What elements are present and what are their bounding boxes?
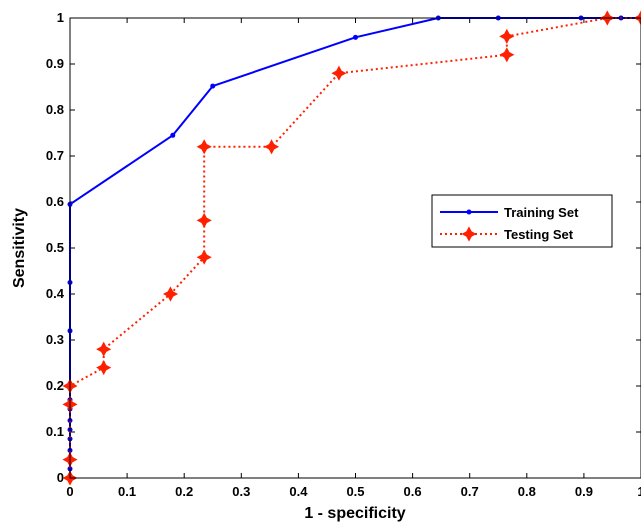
point-testing-set (196, 139, 212, 155)
x-tick-label: 0.3 (232, 484, 250, 499)
y-axis-title: Sensitivity (11, 208, 28, 288)
y-tick-label: 0 (57, 470, 64, 485)
y-tick-label: 0.2 (46, 378, 64, 393)
tick-labels: 0 0.1 0.2 0.3 0.4 0.5 0.6 0.7 0.8 0.9 1 0 0.1 0.2 0.3 0… (46, 10, 641, 499)
point-testing-set (331, 65, 347, 81)
point-testing-set (96, 341, 112, 357)
legend-box (431, 194, 613, 248)
y-tick-label: 0.4 (46, 286, 65, 301)
point-testing-set (263, 139, 280, 155)
x-tick-label: 0.2 (175, 484, 193, 499)
y-tick-label: 0.3 (46, 332, 64, 347)
point-testing-set (162, 286, 179, 302)
y-tick-label: 1 (57, 10, 64, 25)
y-tick-label: 0.6 (46, 194, 64, 209)
point-testing-set (499, 28, 515, 44)
y-tick-label: 0.1 (46, 424, 64, 439)
y-tick-label: 0.9 (46, 56, 64, 71)
x-tick-label: 0.4 (289, 484, 308, 499)
x-tick-label: 0.5 (346, 484, 364, 499)
legend-marker-training (466, 209, 472, 215)
legend-label-testing: Testing Set (504, 227, 574, 242)
x-tick-label: 0.6 (404, 484, 422, 499)
y-tick-label: 0.8 (46, 102, 64, 117)
series-line-testing-set (69, 17, 641, 478)
point-testing-set (499, 47, 515, 63)
x-tick-label: 1 (637, 484, 641, 499)
legend-marker-testing (461, 226, 477, 242)
x-tick-label: 0.8 (518, 484, 536, 499)
legend: Training Set Testing Set (431, 194, 613, 248)
point-training-set (353, 34, 358, 40)
point-training-set (210, 83, 216, 89)
y-tick-label: 0.5 (46, 240, 64, 255)
x-tick-label: 0.7 (461, 484, 479, 499)
plot-frame (69, 17, 641, 479)
point-training-set (170, 132, 176, 138)
x-axis-title: 1 - specificity (304, 505, 405, 522)
point-testing-set (196, 212, 212, 228)
plot-background (70, 18, 641, 478)
x-tick-label: 0.9 (575, 484, 593, 499)
x-tick-label: 0.1 (118, 484, 136, 499)
point-testing-set (196, 249, 212, 265)
point-testing-set (96, 360, 112, 376)
y-tick-label: 0.7 (46, 148, 64, 163)
legend-label-training: Training Set (504, 205, 579, 220)
x-tick-label: 0 (66, 484, 73, 499)
